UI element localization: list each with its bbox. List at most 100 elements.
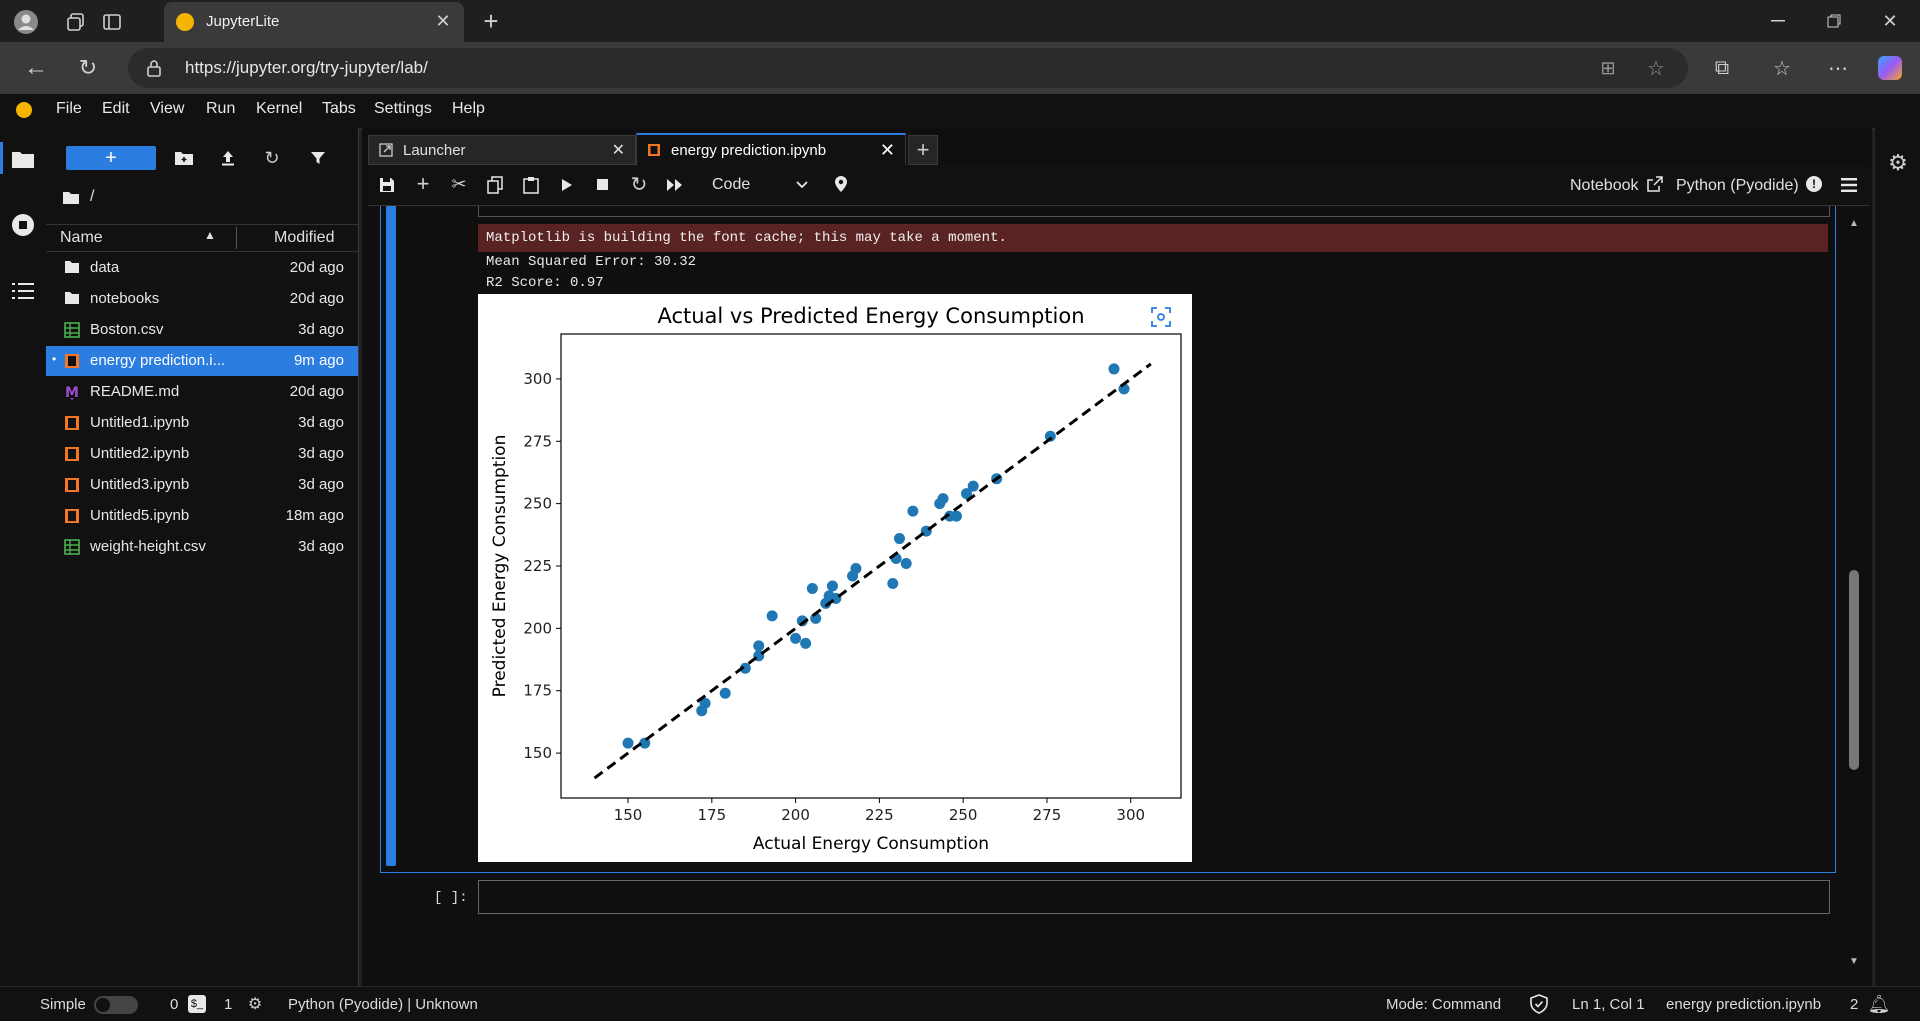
menu-help[interactable]: Help bbox=[452, 100, 485, 117]
running-kernels-icon[interactable] bbox=[10, 212, 36, 238]
file-row[interactable]: data 20d ago bbox=[46, 253, 358, 283]
file-name: notebooks bbox=[90, 290, 160, 307]
data-point bbox=[961, 488, 973, 500]
menu-file[interactable]: File bbox=[56, 100, 82, 117]
notebook-label[interactable]: Notebook bbox=[1570, 177, 1639, 194]
new-folder-icon[interactable] bbox=[172, 146, 196, 170]
scroll-down-icon[interactable]: ▼ bbox=[1849, 956, 1859, 967]
back-icon[interactable]: ← bbox=[24, 54, 48, 81]
notebook-scrollbar[interactable]: ▲ ▼ bbox=[1846, 216, 1862, 968]
notebook-icon bbox=[64, 446, 80, 462]
open-external-icon[interactable] bbox=[1646, 175, 1664, 193]
file-row[interactable]: weight-height.csv 3d ago bbox=[46, 532, 358, 562]
simple-mode-toggle[interactable] bbox=[94, 996, 138, 1014]
data-point bbox=[753, 640, 765, 652]
copy-icon[interactable] bbox=[484, 174, 506, 196]
cursor-position[interactable]: Ln 1, Col 1 bbox=[1572, 996, 1645, 1013]
profile-icon[interactable] bbox=[10, 6, 42, 38]
close-tab-icon[interactable]: ✕ bbox=[435, 10, 451, 31]
cell-collapser[interactable] bbox=[386, 206, 396, 866]
new-tab-icon[interactable]: + bbox=[483, 5, 499, 36]
add-tab-icon[interactable]: + bbox=[908, 135, 938, 165]
upload-icon[interactable] bbox=[216, 146, 240, 170]
browser-tab-active[interactable]: JupyterLite ✕ bbox=[164, 2, 464, 42]
settings-gear-icon[interactable]: ⚙ bbox=[1888, 150, 1908, 175]
y-tick-label: 200 bbox=[523, 619, 552, 637]
kernel-chip-icon[interactable]: ⚙ bbox=[247, 996, 263, 1013]
data-point bbox=[900, 558, 912, 570]
run-cell-icon[interactable] bbox=[556, 174, 578, 196]
insert-cell-icon[interactable]: + bbox=[416, 171, 430, 196]
close-window-icon[interactable]: ✕ bbox=[1882, 10, 1898, 31]
debugger-icon[interactable] bbox=[830, 173, 852, 195]
menu-kernel[interactable]: Kernel bbox=[256, 100, 303, 117]
scroll-up-icon[interactable]: ▲ bbox=[1849, 218, 1859, 229]
file-row[interactable]: Boston.csv 3d ago bbox=[46, 315, 358, 345]
active-indicator bbox=[0, 142, 3, 174]
tab-actions-icon[interactable] bbox=[98, 8, 126, 36]
file-row[interactable]: notebooks 20d ago bbox=[46, 284, 358, 314]
file-browser-panel bbox=[44, 128, 359, 986]
tab-launcher[interactable]: Launcher ✕ bbox=[368, 135, 636, 165]
code-cell-input[interactable] bbox=[478, 880, 1830, 914]
breadcrumb-folder-icon[interactable] bbox=[62, 190, 80, 205]
kernel-status-text[interactable]: Python (Pyodide) | Unknown bbox=[288, 996, 478, 1013]
more-options-icon[interactable]: ⋯ bbox=[1828, 57, 1848, 80]
tab-energy-prediction[interactable]: energy prediction.ipynb ✕ bbox=[636, 133, 906, 165]
screenshot-icon[interactable] bbox=[1150, 306, 1174, 330]
file-row[interactable]: • energy prediction.i... 9m ago bbox=[46, 346, 358, 376]
file-modified: 3d ago bbox=[298, 445, 344, 462]
menu-tabs[interactable]: Tabs bbox=[322, 100, 356, 117]
copilot-icon[interactable] bbox=[1878, 56, 1902, 80]
favorite-star-icon[interactable]: ☆ bbox=[1647, 57, 1665, 80]
extensions-icon[interactable]: ⧉ bbox=[1714, 56, 1730, 79]
trusted-shield-icon[interactable] bbox=[1530, 994, 1550, 1014]
minimize-icon[interactable] bbox=[1760, 6, 1796, 36]
menu-edit[interactable]: Edit bbox=[102, 100, 130, 117]
active-cell[interactable] bbox=[380, 206, 1836, 873]
new-launcher-button[interactable]: + bbox=[66, 146, 156, 170]
url-text: https://jupyter.org/try-jupyter/lab/ bbox=[185, 58, 428, 77]
restart-kernel-icon[interactable]: ↻ bbox=[630, 173, 648, 196]
y-tick-label: 300 bbox=[523, 370, 552, 388]
close-tab-icon[interactable]: ✕ bbox=[611, 142, 625, 159]
restore-icon[interactable] bbox=[1816, 6, 1852, 36]
cell-type-select[interactable]: Code bbox=[704, 173, 814, 197]
column-name-header[interactable]: Name bbox=[60, 229, 103, 246]
workspaces-icon[interactable] bbox=[62, 8, 90, 36]
property-inspector-icon[interactable] bbox=[1838, 174, 1860, 196]
menu-run[interactable]: Run bbox=[206, 100, 236, 117]
cell-prompt: [ ]: bbox=[434, 890, 468, 906]
bell-icon[interactable]: 🔔︎ bbox=[1867, 993, 1891, 1014]
menu-settings[interactable]: Settings bbox=[374, 100, 432, 117]
paste-icon[interactable] bbox=[520, 174, 542, 196]
file-row[interactable]: Untitled5.ipynb 18m ago bbox=[46, 501, 358, 531]
save-icon[interactable] bbox=[376, 174, 398, 196]
cut-icon[interactable]: ✂ bbox=[451, 173, 467, 194]
restart-run-all-icon[interactable] bbox=[664, 174, 686, 196]
file-row[interactable]: M README.md 20d ago bbox=[46, 377, 358, 407]
url-field[interactable]: https://jupyter.org/try-jupyter/lab/ ⊞ ☆ bbox=[128, 48, 1688, 88]
file-row[interactable]: Untitled1.ipynb 3d ago bbox=[46, 408, 358, 438]
scrollbar-thumb[interactable] bbox=[1849, 570, 1859, 770]
breadcrumb-path[interactable]: / bbox=[90, 188, 95, 205]
filter-icon[interactable] bbox=[306, 146, 330, 170]
app-available-icon[interactable]: ⊞ bbox=[1600, 57, 1616, 78]
menu-view[interactable]: View bbox=[150, 100, 185, 117]
refresh-icon[interactable]: ↻ bbox=[78, 55, 98, 80]
file-row[interactable]: Untitled3.ipynb 3d ago bbox=[46, 470, 358, 500]
simple-mode-label: Simple bbox=[40, 996, 86, 1013]
column-modified-header[interactable]: Modified bbox=[274, 229, 335, 246]
terminal-icon[interactable]: $_ bbox=[188, 995, 206, 1013]
file-row[interactable]: Untitled2.ipynb 3d ago bbox=[46, 439, 358, 469]
markdown-icon: M bbox=[64, 384, 80, 401]
file-modified: 3d ago bbox=[298, 414, 344, 431]
cell-input-edge[interactable] bbox=[478, 206, 1830, 217]
kernel-name[interactable]: Python (Pyodide) bbox=[1676, 177, 1799, 194]
file-browser-icon[interactable] bbox=[10, 146, 36, 172]
close-tab-icon[interactable]: ✕ bbox=[879, 139, 895, 160]
interrupt-kernel-icon[interactable] bbox=[592, 174, 614, 196]
refresh-files-icon[interactable]: ↻ bbox=[264, 147, 280, 168]
table-of-contents-icon[interactable] bbox=[10, 278, 36, 304]
favorites-icon[interactable]: ☆ bbox=[1773, 57, 1791, 80]
